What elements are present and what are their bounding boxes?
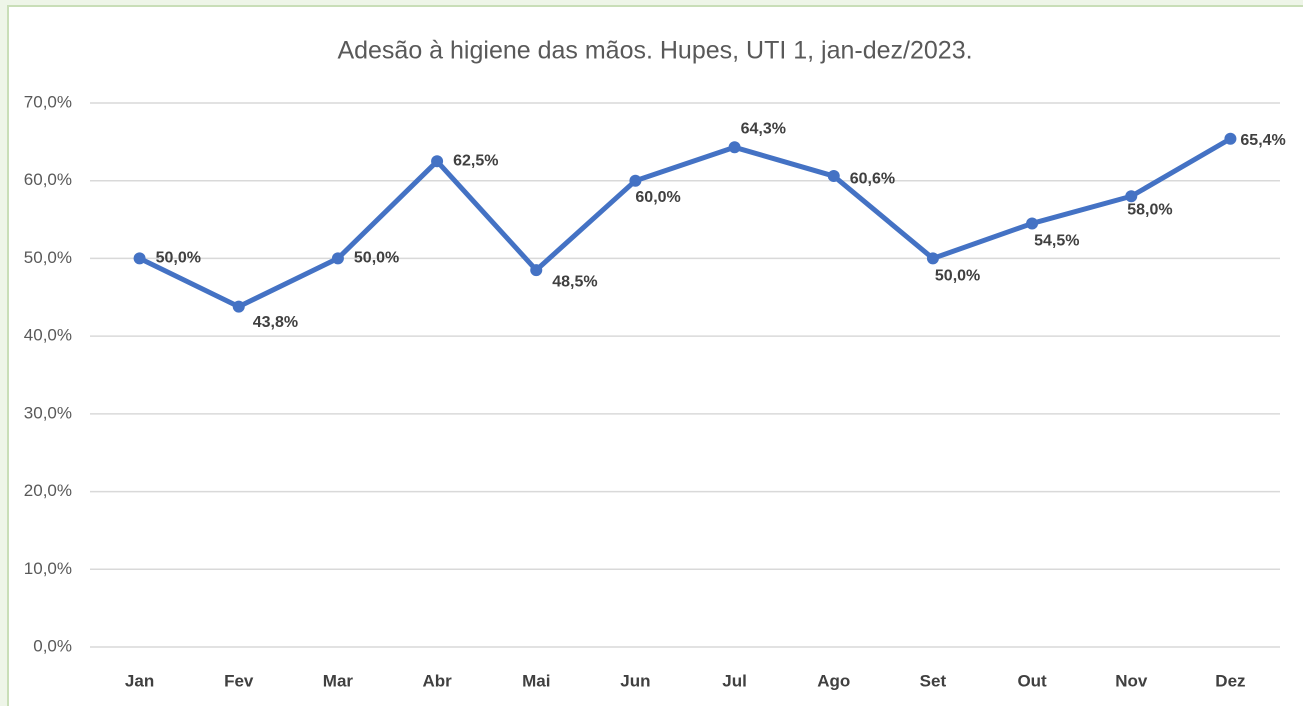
data-label: 60,0% (635, 189, 680, 206)
y-tick-label: 60,0% (24, 170, 72, 189)
data-point (133, 252, 146, 265)
data-label: 50,0% (156, 250, 201, 267)
data-point (1125, 190, 1138, 203)
y-tick-label: 70,0% (24, 92, 72, 111)
data-label: 50,0% (935, 268, 980, 285)
chart-title: Adesão à higiene das mãos. Hupes, UTI 1,… (337, 37, 972, 65)
x-tick-label: Mar (323, 671, 354, 690)
data-line (138, 136, 1232, 310)
data-point (728, 141, 741, 154)
data-label: 62,5% (453, 153, 498, 170)
x-tick-label: Out (1017, 671, 1047, 690)
data-label: 60,6% (850, 170, 895, 187)
data-point (1224, 132, 1237, 145)
data-point (232, 300, 245, 313)
data-point (926, 252, 939, 265)
data-point (530, 264, 543, 277)
y-tick-label: 10,0% (24, 559, 72, 578)
x-tick-label: Set (920, 671, 947, 690)
y-tick-label: 30,0% (24, 403, 72, 422)
x-tick-label: Jun (620, 671, 650, 690)
x-tick-label: Abr (422, 671, 452, 690)
x-tick-label: Mai (522, 671, 550, 690)
y-tick-label: 40,0% (24, 326, 72, 345)
data-point (331, 252, 344, 265)
y-tick-label: 20,0% (24, 481, 72, 500)
data-point (827, 170, 840, 183)
data-label: 65,4% (1240, 132, 1285, 149)
data-point (1026, 217, 1039, 230)
x-tick-label: Jan (125, 671, 154, 690)
data-point (431, 155, 444, 168)
data-label: 58,0% (1127, 201, 1172, 218)
data-label: 50,0% (354, 250, 399, 267)
x-tick-label: Ago (817, 671, 850, 690)
y-tick-label: 0,0% (33, 636, 72, 655)
data-label: 64,3% (741, 121, 786, 138)
data-point (629, 174, 642, 187)
data-label: 54,5% (1034, 233, 1079, 250)
data-label: 43,8% (253, 314, 298, 331)
chart-area (7, 5, 1303, 706)
y-tick-label: 50,0% (24, 248, 72, 267)
x-tick-label: Fev (224, 671, 254, 690)
x-tick-label: Nov (1115, 671, 1148, 690)
data-label: 48,5% (552, 273, 597, 290)
x-tick-label: Jul (722, 671, 747, 690)
x-tick-label: Dez (1215, 671, 1245, 690)
